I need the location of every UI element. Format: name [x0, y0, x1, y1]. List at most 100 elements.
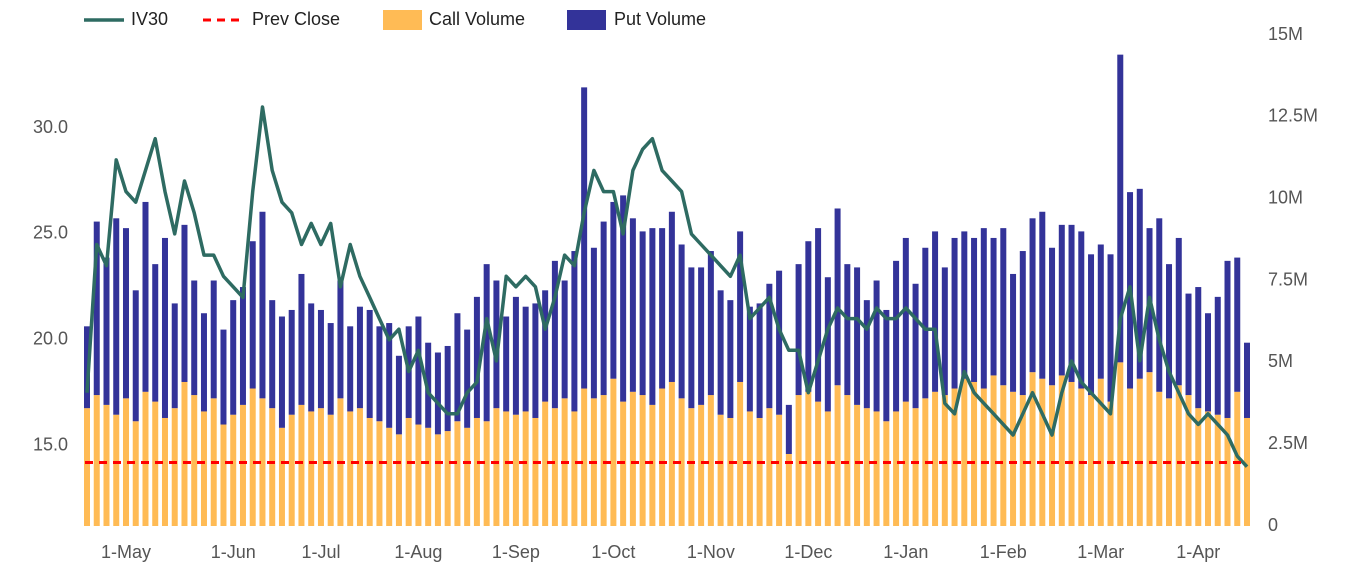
bar	[776, 270, 783, 415]
bar	[415, 424, 422, 526]
bar	[698, 404, 705, 526]
bar	[698, 267, 705, 405]
y-tick-label: 15.0	[33, 434, 68, 454]
bar	[1117, 54, 1124, 363]
bar	[84, 408, 90, 526]
bar	[512, 296, 519, 415]
x-tick-label: 1-Dec	[784, 542, 832, 562]
bar	[152, 264, 159, 402]
x-tick-label: 1-Sep	[492, 542, 540, 562]
bar	[1029, 218, 1036, 373]
bar	[941, 267, 948, 396]
bar	[532, 303, 539, 418]
bar	[288, 309, 295, 415]
bar	[191, 395, 198, 526]
bar	[278, 427, 285, 526]
bar	[1244, 417, 1250, 526]
bar	[512, 414, 519, 526]
bar	[668, 211, 675, 382]
bar	[1117, 362, 1124, 526]
bar	[142, 201, 149, 392]
bar	[1156, 391, 1163, 526]
bar	[473, 296, 480, 418]
bar	[766, 283, 773, 409]
bar	[805, 391, 812, 526]
bar	[425, 427, 432, 526]
bar	[103, 257, 110, 405]
bar	[990, 237, 997, 376]
bar	[854, 267, 861, 405]
bar	[454, 421, 461, 526]
bar	[473, 417, 480, 526]
bar	[649, 404, 656, 526]
bar	[1195, 287, 1202, 409]
bar	[746, 306, 753, 412]
bar	[454, 313, 461, 422]
bar	[571, 251, 578, 412]
bar	[707, 251, 714, 396]
bar	[951, 237, 958, 389]
bar	[210, 280, 217, 399]
bar	[1000, 228, 1007, 386]
bar	[161, 237, 168, 418]
bar	[1205, 411, 1212, 526]
bar	[854, 404, 861, 526]
bar	[366, 417, 373, 526]
bar	[678, 398, 685, 526]
bar	[142, 391, 149, 526]
y2-tick-label: 10M	[1268, 187, 1303, 207]
bar	[308, 303, 315, 412]
bar	[688, 408, 695, 526]
bar	[122, 398, 129, 526]
bar	[893, 260, 900, 412]
bar	[639, 231, 646, 396]
bar	[785, 453, 792, 526]
bar	[230, 300, 237, 415]
bar	[347, 326, 354, 412]
bar	[1088, 395, 1095, 526]
bar	[317, 408, 324, 526]
x-tick-label: 1-Feb	[980, 542, 1027, 562]
bar	[639, 395, 646, 526]
bar	[815, 228, 822, 402]
bar	[980, 228, 987, 389]
bar	[1058, 224, 1065, 376]
bar	[1068, 381, 1075, 526]
bar	[1058, 375, 1065, 526]
legend-label: Put Volume	[614, 9, 706, 29]
bar	[961, 378, 968, 526]
bar	[844, 264, 851, 396]
bar	[308, 411, 315, 526]
bar	[1068, 224, 1075, 382]
bar	[766, 408, 773, 526]
legend-label: Prev Close	[252, 9, 340, 29]
bar	[93, 395, 100, 526]
bar	[532, 417, 539, 526]
bar	[93, 221, 100, 396]
bar	[561, 280, 568, 399]
y2-tick-label: 0	[1268, 515, 1278, 535]
bar	[220, 424, 227, 526]
bar	[337, 280, 344, 399]
bar	[386, 427, 393, 526]
bar	[873, 411, 880, 526]
bar	[415, 316, 422, 425]
x-tick-label: 1-Oct	[591, 542, 635, 562]
bar	[444, 431, 451, 526]
x-tick-label: 1-Aug	[394, 542, 442, 562]
bar	[1078, 231, 1085, 389]
bar	[483, 421, 490, 526]
bar	[1000, 385, 1007, 526]
x-tick-label: 1-Jul	[301, 542, 340, 562]
bar	[113, 218, 120, 415]
y2-tick-label: 7.5M	[1268, 269, 1308, 289]
bar	[824, 277, 831, 412]
legend-swatch	[383, 10, 422, 30]
bar	[902, 237, 909, 402]
bar	[113, 414, 120, 526]
bar	[161, 417, 168, 526]
bar	[1214, 414, 1221, 526]
bar	[269, 408, 276, 526]
bar	[132, 421, 139, 526]
bar	[171, 303, 178, 409]
